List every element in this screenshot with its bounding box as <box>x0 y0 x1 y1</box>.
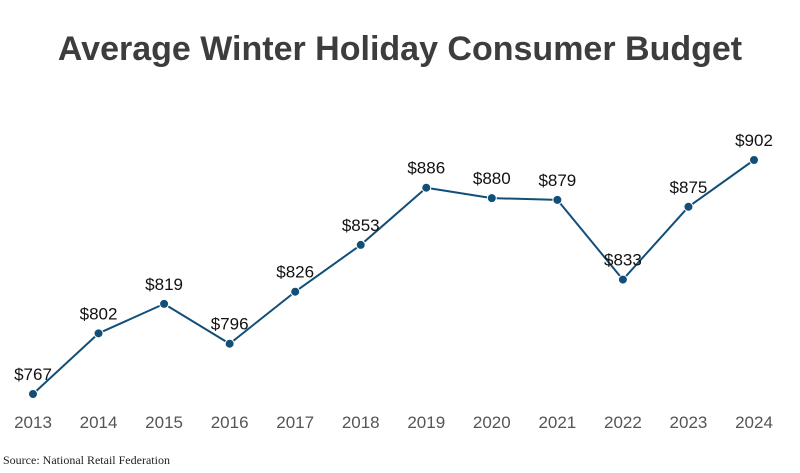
line-segment-2020-2021 <box>491 197 558 201</box>
x-tick-2016: 2016 <box>211 413 249 432</box>
x-tick-2014: 2014 <box>80 413 118 432</box>
line-segment-2016-2017 <box>229 290 296 345</box>
data-point-2014 <box>93 328 104 339</box>
x-tick-2024: 2024 <box>735 413 773 432</box>
x-tick-2013: 2013 <box>14 413 52 432</box>
chart-title: Average Winter Holiday Consumer Budget <box>57 30 743 68</box>
marker-layer <box>28 155 759 399</box>
data-label-2016: $796 <box>211 315 249 334</box>
x-tick-2021: 2021 <box>538 413 576 432</box>
x-tick-2023: 2023 <box>670 413 708 432</box>
data-point-2018 <box>355 239 366 250</box>
data-label-2015: $819 <box>145 275 183 294</box>
data-label-2021: $879 <box>538 171 576 190</box>
x-tick-2019: 2019 <box>407 413 445 432</box>
x-tick-2015: 2015 <box>145 413 183 432</box>
data-label-2023: $875 <box>670 178 708 197</box>
data-label-2020: $880 <box>473 169 511 188</box>
x-tick-2020: 2020 <box>473 413 511 432</box>
data-point-2017 <box>290 286 301 297</box>
data-point-2016 <box>224 338 235 349</box>
line-segment-2019-2020 <box>426 186 492 200</box>
data-point-2020 <box>486 193 497 204</box>
data-label-layer: $767 $802 $819 $796 $826 $853 $886 $880 $879 $833… <box>14 131 773 384</box>
data-point-2019 <box>421 182 432 193</box>
data-point-2024 <box>749 155 759 165</box>
x-tick-2018: 2018 <box>342 413 380 432</box>
data-point-2023 <box>683 201 694 212</box>
x-tick-2017: 2017 <box>276 413 314 432</box>
line-segment-2017-2018 <box>294 244 362 293</box>
series-line-layer <box>32 159 755 395</box>
data-label-2018: $853 <box>342 216 380 235</box>
data-label-2017: $826 <box>276 263 314 282</box>
data-point-2015 <box>159 298 170 309</box>
x-tick-2022: 2022 <box>604 413 642 432</box>
data-label-2014: $802 <box>80 304 118 323</box>
data-point-2013 <box>28 389 38 399</box>
data-label-2024: $902 <box>735 131 773 150</box>
line-segment-2022-2023 <box>622 206 690 281</box>
line-segment-2014-2015 <box>98 302 165 335</box>
data-label-2022: $833 <box>604 251 642 270</box>
line-segment-2021-2022 <box>556 199 624 281</box>
line-segment-2013-2014 <box>32 332 100 395</box>
line-segment-2018-2019 <box>360 186 427 246</box>
x-axis-ticks: 2013 2014 2015 2016 2017 2018 2019 2020 2021 2022… <box>14 413 773 432</box>
data-point-2021 <box>552 194 563 205</box>
line-segment-2023-2024 <box>687 159 755 208</box>
source-note: Source: National Retail Federation <box>3 453 170 467</box>
data-label-2019: $886 <box>407 159 445 178</box>
line-segment-2015-2016 <box>163 303 231 345</box>
data-label-2013: $767 <box>14 365 52 384</box>
data-point-2022 <box>617 274 628 285</box>
